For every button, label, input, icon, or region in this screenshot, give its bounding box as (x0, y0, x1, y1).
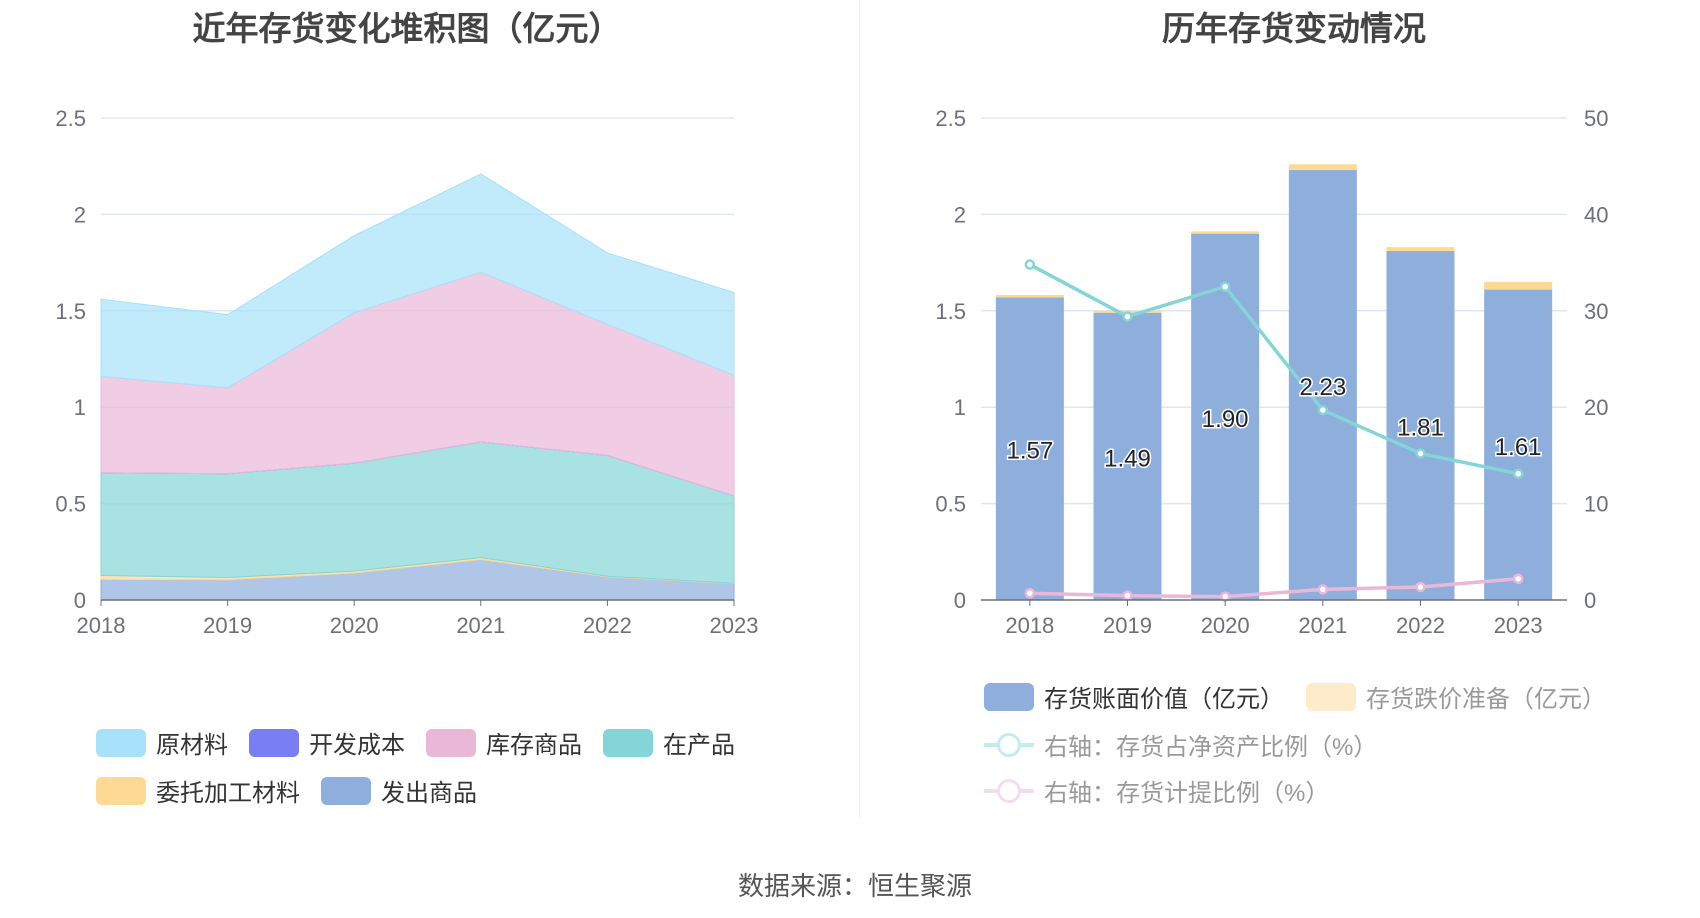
bar-impairment (995, 294, 1064, 298)
x-tick-label: 2022 (583, 613, 632, 638)
legend-item-consigned[interactable]: 委托加工材料 (96, 773, 300, 808)
legend-swatch (249, 728, 299, 757)
legend-label: 存货账面价值（亿元） (1044, 686, 1284, 713)
bar-value-label: 1.57 (1006, 438, 1053, 465)
legend-label: 右轴：存货占净资产比例（%） (1044, 734, 1378, 761)
x-tick-label: 2019 (1103, 613, 1152, 638)
line-point (1415, 448, 1426, 459)
legend-label: 右轴：存货计提比例（%） (1044, 780, 1330, 807)
bar-impairment (1191, 231, 1260, 234)
line-point (1512, 468, 1524, 479)
line-point (1122, 311, 1133, 322)
line-point (1512, 573, 1524, 585)
y2-tick-label: 50 (1584, 106, 1608, 131)
x-tick-label: 2018 (77, 613, 126, 638)
divider (859, 0, 860, 818)
legend-item-impairment[interactable]: 存货跌价准备（亿元） (1306, 679, 1606, 714)
y2-tick-label: 20 (1584, 395, 1608, 420)
legend-label: 存货跌价准备（亿元） (1366, 686, 1606, 713)
legend-label: 委托加工材料 (156, 780, 300, 807)
legend-label: 开发成本 (309, 732, 405, 759)
y-tick-label: 2 (954, 202, 966, 227)
line-point (1415, 581, 1426, 593)
legend-item-provision-ratio[interactable]: 右轴：存货计提比例（%） (984, 773, 1329, 808)
x-tick-label: 2019 (203, 613, 252, 638)
legend-label: 发出商品 (381, 780, 477, 807)
x-tick-label: 2023 (1494, 613, 1543, 638)
bar-impairment (1288, 164, 1357, 171)
bar-value-label: 1.49 (1104, 445, 1151, 472)
legend-swatch (96, 728, 146, 757)
y2-tick-label: 30 (1584, 299, 1608, 324)
legend-label: 在产品 (663, 732, 735, 759)
line-point (1024, 259, 1036, 270)
legend-item-shipped[interactable]: 发出商品 (321, 773, 477, 808)
legend-swatch (321, 776, 371, 805)
right-chart-title: 历年存货变动情况 (1162, 10, 1426, 47)
bar-value-label: 1.90 (1202, 406, 1249, 433)
legend-item-dev-cost[interactable]: 开发成本 (249, 725, 405, 760)
line-point (1024, 588, 1036, 599)
y-tick-label: 0.5 (55, 492, 86, 517)
bar-value-label: 2.23 (1299, 374, 1346, 401)
area-原材料 (100, 173, 735, 389)
line-point (1122, 590, 1133, 601)
y-tick-label: 2.5 (55, 106, 86, 131)
bar-impairment (1386, 247, 1455, 252)
legend-swatch (1306, 682, 1356, 711)
line-1 (1029, 577, 1519, 599)
y-tick-label: 0 (74, 588, 86, 613)
line-point (1219, 281, 1231, 292)
y-tick-label: 0.5 (935, 492, 966, 517)
y2-tick-label: 40 (1584, 202, 1608, 227)
y-tick-label: 1 (954, 395, 966, 420)
legend-label: 原材料 (156, 732, 228, 759)
y-tick-label: 1 (74, 395, 86, 420)
bar-book-value (1288, 170, 1357, 600)
legend-item-net-asset-ratio[interactable]: 右轴：存货占净资产比例（%） (984, 727, 1377, 762)
y-tick-label: 1.5 (935, 299, 966, 324)
legend-swatch (984, 682, 1034, 711)
bar-book-value (995, 297, 1064, 600)
y-tick-label: 2.5 (935, 106, 966, 131)
y2-tick-label: 0 (1584, 588, 1596, 613)
legend-item-book-value[interactable]: 存货账面价值（亿元） (984, 679, 1284, 714)
x-tick-label: 2021 (1298, 613, 1347, 638)
legend-swatch (603, 728, 653, 757)
bar-impairment (1484, 281, 1553, 290)
legend-item-wip[interactable]: 在产品 (603, 725, 735, 760)
y2-tick-label: 10 (1584, 492, 1608, 517)
legend-line-icon (984, 731, 1034, 759)
bar-value-label: 1.81 (1397, 415, 1444, 442)
y-tick-label: 0 (954, 588, 966, 613)
legend-swatch (426, 728, 476, 757)
left-chart-title: 近年存货变化堆积图（亿元） (192, 10, 622, 47)
x-tick-label: 2021 (456, 613, 505, 638)
x-tick-label: 2018 (1005, 613, 1054, 638)
bar-book-value (1386, 251, 1455, 601)
x-tick-label: 2023 (710, 613, 759, 638)
legend-line-icon (984, 777, 1034, 805)
legend-label: 库存商品 (486, 732, 582, 759)
line-point (1317, 404, 1329, 416)
bar-book-value (1093, 312, 1162, 600)
legend-item-raw-material[interactable]: 原材料 (96, 725, 228, 760)
bar-value-label: 1.61 (1495, 434, 1542, 461)
x-tick-label: 2022 (1396, 613, 1445, 638)
legend-item-stock-goods[interactable]: 库存商品 (426, 725, 582, 760)
y-tick-label: 1.5 (55, 299, 86, 324)
x-tick-label: 2020 (330, 613, 379, 638)
line-0 (1029, 262, 1519, 476)
data-source: 数据来源：恒生聚源 (737, 871, 973, 901)
line-point (1317, 584, 1329, 595)
bar-book-value (1484, 289, 1553, 600)
x-tick-label: 2020 (1201, 613, 1250, 638)
legend-swatch (96, 776, 146, 805)
y-tick-label: 2 (74, 202, 86, 227)
